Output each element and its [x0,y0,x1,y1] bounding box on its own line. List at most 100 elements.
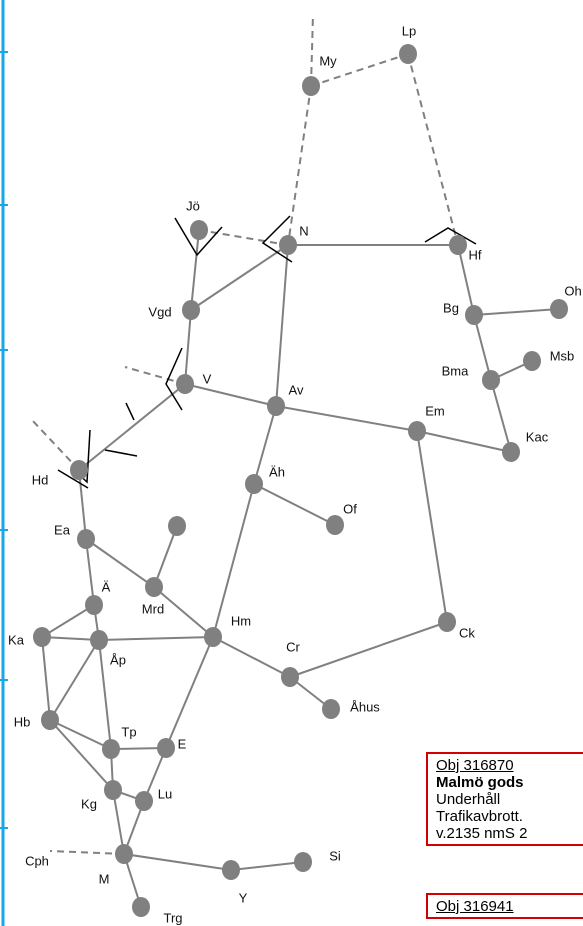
station [190,220,208,240]
station-label: Ck [459,625,475,640]
station-label: Lp [402,23,416,38]
track [416,430,448,623]
station-label: V [203,371,212,386]
station [449,235,467,255]
planned-track [198,229,289,246]
station-label: Cr [286,639,300,654]
planned-track [31,419,80,471]
nodes: My Lp Jö N Hf Vgd Bg Oh V Av Bma Msb Em Kac Hd Äh Of Ea Mr… [8,23,582,925]
station-label: E [178,736,187,751]
track [41,636,51,721]
station [482,370,500,390]
notice-id: Obj 316941 [436,898,514,915]
station-label: Åhus [350,699,380,714]
station [145,577,163,597]
station-label: Hf [469,247,482,262]
station-label: Hb [14,714,31,729]
station-label: Äh [269,464,285,479]
station [176,374,194,394]
station-label: Lu [158,786,172,801]
notice-line: Underhåll [436,791,501,808]
station [41,710,59,730]
station-label: Of [343,501,357,516]
track [112,789,125,855]
station [115,844,133,864]
station [85,595,103,615]
signal-marks [57,215,477,489]
track [153,525,178,588]
station-label: Si [329,848,341,863]
station [135,791,153,811]
track [41,636,100,641]
station-label: Mrd [142,601,164,616]
station [204,627,222,647]
station [294,852,312,872]
track [212,483,255,638]
station-label: Ea [54,522,71,537]
station [33,627,51,647]
track [49,719,112,750]
planned-track [310,53,409,87]
station-label: Trg [163,910,182,925]
track [457,244,475,316]
track [190,229,200,311]
planned-track [124,366,186,385]
track [123,853,232,871]
station [102,739,120,759]
station [90,630,108,650]
track [190,244,289,311]
station [267,396,285,416]
station-label: Em [425,403,445,418]
station-label: Kac [526,429,549,444]
rail-axis [0,0,8,926]
track [165,636,214,749]
station-label: Ka [8,632,25,647]
track [416,430,512,453]
station-label: Tp [121,724,136,739]
planned-track [287,85,312,246]
track [289,621,448,678]
station-label: Cph [25,853,49,868]
notice-line: v.2135 nmS 2 [436,825,528,842]
station-label: Hm [231,613,251,628]
station [132,897,150,917]
track [230,861,304,871]
track [49,719,114,791]
station [77,529,95,549]
station [281,667,299,687]
track [41,604,95,638]
station [408,421,426,441]
track [184,383,277,407]
track [49,639,100,721]
station [222,860,240,880]
track [85,538,95,606]
track [98,636,214,641]
station-label: Kg [81,796,97,811]
station [322,699,340,719]
station [302,76,320,96]
station [279,235,297,255]
track [184,309,192,385]
station-label: Msb [550,348,575,363]
notice-line: Trafikavbrott. [436,808,523,825]
track [153,586,214,638]
track [490,379,512,453]
station [70,460,88,480]
station-label: My [319,53,337,68]
track [253,483,336,526]
station [399,44,417,64]
edges [31,13,560,908]
station [326,515,344,535]
station [168,516,186,536]
station-label: Av [289,382,304,397]
track [85,538,155,588]
track [78,469,87,540]
notice-place: Malmö gods [436,774,524,791]
notice: Obj 316941 [426,893,583,919]
planned-track [49,850,125,855]
track [473,308,560,316]
planned-track [407,53,459,246]
track [98,639,112,750]
